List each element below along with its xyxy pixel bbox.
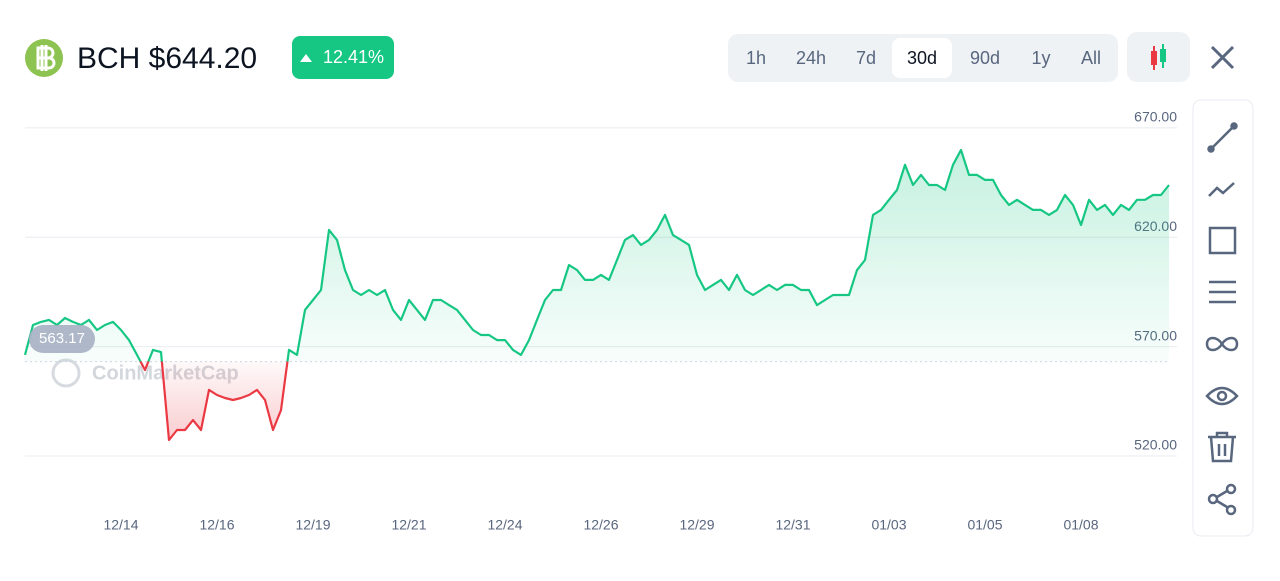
x-tick-label: 01/03 <box>871 517 906 533</box>
x-tick-label: 12/16 <box>199 517 234 533</box>
timeframe-button[interactable]: 1y <box>1031 48 1050 68</box>
x-tick-label: 12/19 <box>295 517 330 533</box>
line-tool[interactable] <box>1207 122 1238 153</box>
coin-logo <box>25 39 63 77</box>
x-tick-label: 01/05 <box>967 517 1002 533</box>
baseline-pill <box>29 325 95 353</box>
x-tick-label: 12/21 <box>391 517 426 533</box>
polyline-tool[interactable] <box>1208 182 1235 197</box>
x-tick-label: 01/08 <box>1063 517 1098 533</box>
close-button[interactable] <box>1210 45 1235 70</box>
timeframe-button[interactable]: 30d <box>907 48 937 68</box>
timeframe-button[interactable]: 1h <box>746 48 766 68</box>
x-tick-label: 12/24 <box>487 517 522 533</box>
candle-button[interactable] <box>1127 32 1190 82</box>
timeframe-button[interactable]: 7d <box>856 48 876 68</box>
change-text: 12.41% <box>323 47 384 67</box>
visibility-tool[interactable] <box>1205 386 1239 406</box>
coin-title: BCH $644.20 <box>77 42 257 75</box>
timeframe-button[interactable]: 90d <box>970 48 1000 68</box>
candle-icon <box>1151 44 1166 70</box>
change-badge <box>292 36 394 79</box>
infinity-tool[interactable] <box>1205 336 1239 352</box>
price-line <box>23 148 1170 442</box>
lines-tool[interactable] <box>1209 280 1236 304</box>
timeframe-button[interactable]: 24h <box>796 48 826 68</box>
rect-tool[interactable] <box>1208 226 1237 255</box>
x-tick-label: 12/29 <box>679 517 714 533</box>
up-arrow <box>300 54 312 62</box>
watermark-logo <box>51 358 81 388</box>
baseline-label: 563.17 <box>39 330 85 347</box>
y-tick-label: 670.00 <box>1134 109 1177 125</box>
x-tick-label: 12/14 <box>103 517 138 533</box>
x-tick-label: 12/26 <box>583 517 618 533</box>
timeframe-selected[interactable] <box>892 38 952 78</box>
y-tick-label: 520.00 <box>1134 437 1177 453</box>
price-area <box>25 150 1169 440</box>
timeframe-button[interactable]: All <box>1081 48 1101 68</box>
x-tick-label: 12/31 <box>775 517 810 533</box>
drawing-toolbar <box>1192 99 1254 537</box>
share-tool[interactable] <box>1207 483 1237 516</box>
delete-tool[interactable] <box>1208 431 1236 463</box>
